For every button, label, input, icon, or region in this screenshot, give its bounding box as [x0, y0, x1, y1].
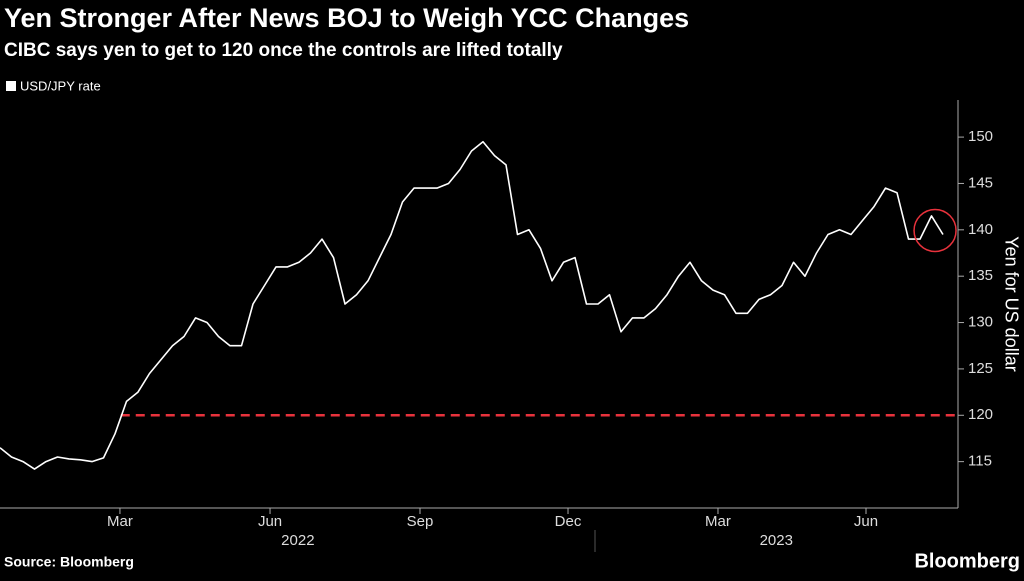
- y-tick-label: 125: [968, 360, 993, 377]
- x-tick-label: Sep: [407, 513, 434, 530]
- y-tick-label: 115: [968, 453, 992, 470]
- y-tick-label: 145: [968, 174, 993, 191]
- brand: Bloomberg: [914, 550, 1020, 572]
- x-tick-label: Jun: [258, 513, 282, 530]
- legend-label: USD/JPY rate: [20, 78, 101, 93]
- y-axis-label: Yen for US dollar: [1001, 236, 1021, 371]
- y-tick-label: 135: [968, 267, 993, 284]
- source: Source: Bloomberg: [4, 554, 134, 570]
- y-tick-label: 150: [968, 128, 993, 145]
- highlight-circle: [913, 208, 957, 253]
- year-label: 2022: [281, 532, 314, 549]
- x-tick-label: Dec: [555, 513, 582, 530]
- x-tick-label: Jun: [854, 513, 878, 530]
- x-tick-label: Mar: [107, 513, 133, 530]
- year-label: 2023: [760, 532, 793, 549]
- legend-swatch: [6, 81, 16, 91]
- chart-title: Yen Stronger After News BOJ to Weigh YCC…: [4, 3, 689, 33]
- series-line: [0, 140, 944, 470]
- x-tick-label: Mar: [705, 513, 731, 530]
- y-tick-label: 140: [968, 221, 993, 238]
- chart-subtitle: CIBC says yen to get to 120 once the con…: [4, 40, 563, 61]
- y-tick-label: 130: [968, 314, 993, 331]
- y-tick-label: 120: [968, 406, 993, 423]
